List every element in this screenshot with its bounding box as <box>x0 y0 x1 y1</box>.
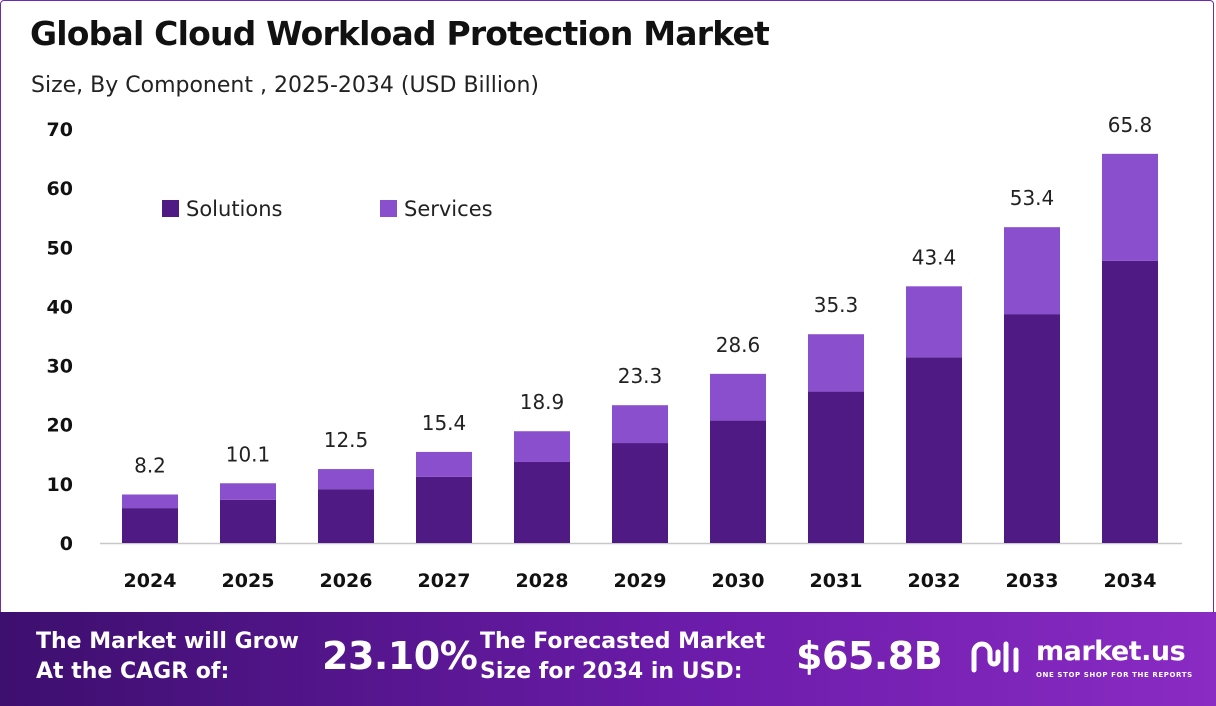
bar-total-label: 10.1 <box>226 442 271 466</box>
bar-segment-services <box>318 469 374 490</box>
legend-services-swatch <box>380 200 397 217</box>
x-tick-label: 2033 <box>1006 570 1059 592</box>
x-tick-label: 2024 <box>124 570 177 592</box>
cagr-caption: The Market will Grow At the CAGR of: <box>36 627 299 687</box>
bar-segment-solutions <box>220 499 276 543</box>
x-tick-label: 2025 <box>222 570 275 592</box>
bar-segment-services <box>808 334 864 392</box>
market-us-logo-icon <box>971 641 1019 673</box>
bar-total-label: 65.8 <box>1108 113 1153 137</box>
bar-segment-services <box>416 451 472 477</box>
bar-total-label: 28.6 <box>716 333 761 357</box>
bar-total-label: 35.3 <box>814 293 859 317</box>
cagr-caption-line-1: The Market will Grow <box>36 629 299 654</box>
x-tick-label: 2031 <box>810 570 863 592</box>
bar-segment-services <box>514 431 570 462</box>
x-tick-label: 2034 <box>1104 570 1157 592</box>
x-tick-label: 2029 <box>614 570 667 592</box>
forecast-value: $65.8B <box>796 634 943 678</box>
bar-segment-solutions <box>808 391 864 543</box>
x-tick-label: 2030 <box>712 570 765 592</box>
bar-segment-services <box>1004 227 1060 315</box>
legend-solutions-swatch <box>162 200 179 217</box>
x-tick-label: 2026 <box>320 570 373 592</box>
bar-segment-services <box>1102 153 1158 261</box>
bar-segment-solutions <box>612 443 668 543</box>
legend-solutions-label: Solutions <box>186 197 283 221</box>
bar-segment-services <box>906 286 962 358</box>
legend-services-label: Services <box>404 197 493 221</box>
summary-footer: The Market will Grow At the CAGR of: 23.… <box>0 612 1216 706</box>
bar-total-label: 12.5 <box>324 428 369 452</box>
forecast-caption: The Forecasted Market Size for 2034 in U… <box>480 627 765 687</box>
bar-segment-solutions <box>122 508 178 543</box>
bar-segment-solutions <box>1004 314 1060 543</box>
bar-total-label: 43.4 <box>912 245 957 269</box>
bar-segment-services <box>122 494 178 509</box>
bar-total-label: 23.3 <box>618 364 663 388</box>
bar-segment-solutions <box>514 461 570 543</box>
brand-name: market.us <box>1036 636 1186 667</box>
bar-segment-services <box>612 405 668 444</box>
brand-logo: market.us ONE STOP SHOP FOR THE REPORTS <box>970 634 1200 684</box>
brand-tagline: ONE STOP SHOP FOR THE REPORTS <box>1036 671 1193 679</box>
bar-segment-solutions <box>710 420 766 543</box>
y-tick-label: 30 <box>47 356 73 378</box>
bar-total-label: 8.2 <box>134 454 166 478</box>
y-tick-label: 40 <box>47 296 73 318</box>
forecast-caption-line-1: The Forecasted Market <box>480 629 766 654</box>
x-tick-label: 2032 <box>908 570 961 592</box>
y-tick-label: 10 <box>47 474 73 496</box>
bar-segment-services <box>220 483 276 500</box>
bar-total-label: 53.4 <box>1010 186 1055 210</box>
y-tick-label: 50 <box>47 237 73 259</box>
chart-subtitle: Size, By Component , 2025-2034 (USD Bill… <box>31 73 539 98</box>
bar-segment-solutions <box>318 489 374 543</box>
bar-total-label: 15.4 <box>422 411 467 435</box>
chart-title: Global Cloud Workload Protection Market <box>30 14 770 53</box>
cagr-value: 23.10% <box>322 634 478 678</box>
y-tick-label: 0 <box>60 533 73 555</box>
bar-segment-solutions <box>906 357 962 543</box>
bar-segment-solutions <box>416 476 472 543</box>
bar-total-label: 18.9 <box>520 390 565 414</box>
stacked-bar-chart: 0102030405060708.2202410.1202512.5202615… <box>47 113 1182 592</box>
x-tick-label: 2028 <box>516 570 569 592</box>
forecast-caption-line-2: Size for 2034 in USD: <box>480 659 743 684</box>
y-tick-label: 60 <box>47 178 73 200</box>
y-tick-label: 70 <box>47 119 73 141</box>
x-tick-label: 2027 <box>418 570 471 592</box>
bar-segment-solutions <box>1102 260 1158 543</box>
bar-segment-services <box>710 373 766 421</box>
y-tick-label: 20 <box>47 415 73 437</box>
cagr-caption-line-2: At the CAGR of: <box>36 659 230 684</box>
